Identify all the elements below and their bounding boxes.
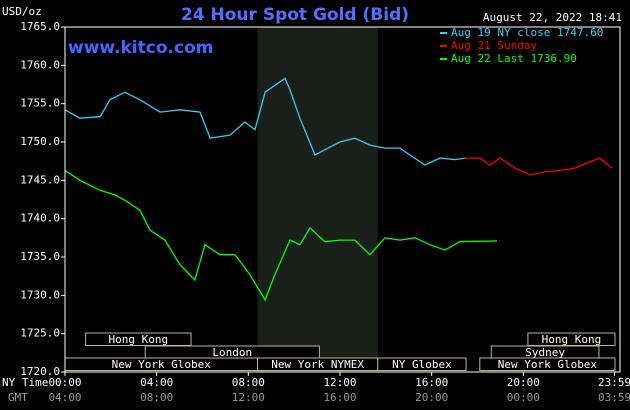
y-tick-label: 1735.0 [20, 250, 60, 263]
series-line [464, 157, 613, 176]
session-label: Hong Kong [109, 333, 169, 346]
x-tick-label: 08:00 [232, 376, 265, 389]
chart-title: 24 Hour Spot Gold (Bid) [181, 5, 409, 25]
y-axis-label: USD/oz [2, 5, 42, 18]
shade-layer [257, 27, 378, 372]
y-tick-label: 1755.0 [20, 97, 60, 110]
x-tick-label: 04:00 [140, 376, 173, 389]
legend-label: Aug 19 NY close 1747.60 [451, 26, 603, 39]
y-tick-label: 1765.0 [20, 20, 60, 33]
legend-label: Aug 21 Sunday [451, 39, 537, 52]
x2-tick-label: 12:00 [232, 391, 265, 404]
session-label: London [212, 346, 252, 359]
x2-tick-label: 04:00 [48, 391, 81, 404]
plot-frame [64, 26, 621, 373]
x-tick-label: 00:00 [48, 376, 81, 389]
session-label: Hong Kong [542, 333, 602, 346]
session-label: New York Globex [112, 358, 212, 371]
series-line [64, 77, 465, 166]
y-tick-label: 1745.0 [20, 173, 60, 186]
series-line [64, 169, 498, 302]
y-tick-label: 1760.0 [20, 58, 60, 71]
session-label: NY Globex [392, 358, 452, 371]
y-tick-label: 1730.0 [20, 288, 60, 301]
x-tick-label: 12:00 [323, 376, 356, 389]
x-axis-label: NY Time [2, 376, 48, 389]
session-box [85, 332, 192, 346]
x2-tick-label: 00:00 [507, 391, 540, 404]
x2-tick-label: 20:00 [415, 391, 448, 404]
x-tick-label: 23:59 [598, 376, 630, 389]
y-tick-label: 1750.0 [20, 135, 60, 148]
x-tick-label: 20:00 [507, 376, 540, 389]
session-box [479, 357, 616, 371]
watermark: www.kitco.com [68, 38, 213, 58]
y-tick-label: 1740.0 [20, 212, 60, 225]
x2-tick-label: 03:59 [598, 391, 630, 404]
x2-axis-label: GMT [8, 391, 28, 404]
y-tick-label: 1725.0 [20, 327, 60, 340]
x-tick-label: 16:00 [415, 376, 448, 389]
legend-label: Aug 22 Last 1736.90 [451, 52, 577, 65]
y-tick-label: 1720.0 [20, 365, 60, 378]
session-label: Sydney [525, 346, 565, 359]
session-box [377, 357, 467, 371]
shaded-region [257, 27, 378, 372]
x2-tick-label: 08:00 [140, 391, 173, 404]
timestamp: August 22, 2022 18:41 [483, 11, 622, 24]
x2-tick-label: 16:00 [323, 391, 356, 404]
session-label: New York Globex [498, 358, 598, 371]
session-label: New York NYMEX [271, 358, 364, 371]
